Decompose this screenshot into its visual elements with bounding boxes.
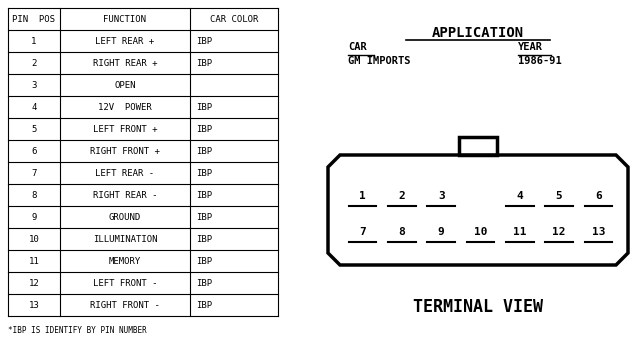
Text: 11: 11 [29, 257, 40, 266]
Text: 5: 5 [556, 191, 563, 201]
Text: 3: 3 [31, 80, 36, 90]
Text: 9: 9 [438, 227, 445, 237]
Text: GM IMPORTS: GM IMPORTS [348, 56, 410, 66]
Text: IBP: IBP [196, 301, 212, 309]
Text: 12V  POWER: 12V POWER [98, 103, 152, 112]
Text: LEFT REAR -: LEFT REAR - [95, 168, 155, 177]
Text: FUNCTION: FUNCTION [104, 14, 147, 23]
Text: 1: 1 [359, 191, 366, 201]
Text: 1: 1 [31, 36, 36, 46]
Text: 7: 7 [359, 227, 366, 237]
Text: ILLUMINATION: ILLUMINATION [93, 234, 157, 244]
Text: CAR COLOR: CAR COLOR [210, 14, 258, 23]
Text: IBP: IBP [196, 125, 212, 133]
Text: TERMINAL VIEW: TERMINAL VIEW [413, 298, 543, 316]
Text: 4: 4 [516, 191, 523, 201]
Text: *IBP IS IDENTIFY BY PIN NUMBER: *IBP IS IDENTIFY BY PIN NUMBER [8, 326, 147, 335]
Text: LEFT FRONT -: LEFT FRONT - [93, 279, 157, 287]
Text: 6: 6 [31, 147, 36, 155]
Text: 13: 13 [29, 301, 40, 309]
Text: CAR: CAR [348, 42, 367, 52]
Text: IBP: IBP [196, 168, 212, 177]
Text: 8: 8 [31, 190, 36, 199]
Text: 4: 4 [31, 103, 36, 112]
Text: 10: 10 [474, 227, 487, 237]
Text: IBP: IBP [196, 58, 212, 68]
Text: 12: 12 [29, 279, 40, 287]
Text: LEFT FRONT +: LEFT FRONT + [93, 125, 157, 133]
Text: 13: 13 [591, 227, 605, 237]
Text: 3: 3 [438, 191, 445, 201]
Text: RIGHT REAR +: RIGHT REAR + [93, 58, 157, 68]
Text: LEFT REAR +: LEFT REAR + [95, 36, 155, 46]
Text: RIGHT REAR -: RIGHT REAR - [93, 190, 157, 199]
Text: RIGHT FRONT -: RIGHT FRONT - [90, 301, 160, 309]
Text: APPLICATION: APPLICATION [432, 26, 524, 40]
Text: 2: 2 [399, 191, 405, 201]
Text: GROUND: GROUND [109, 212, 141, 222]
Text: IBP: IBP [196, 234, 212, 244]
Text: 7: 7 [31, 168, 36, 177]
Text: 8: 8 [399, 227, 405, 237]
Text: IBP: IBP [196, 212, 212, 222]
Text: IBP: IBP [196, 279, 212, 287]
Text: IBP: IBP [196, 36, 212, 46]
Text: 12: 12 [552, 227, 566, 237]
Text: PIN  POS: PIN POS [13, 14, 56, 23]
Text: IBP: IBP [196, 257, 212, 266]
Bar [459, 137, 497, 155]
Text: 1986-91: 1986-91 [518, 56, 562, 66]
Text: YEAR: YEAR [518, 42, 543, 52]
Text: IBP: IBP [196, 103, 212, 112]
Text: 10: 10 [29, 234, 40, 244]
Text: 5: 5 [31, 125, 36, 133]
Text: IBP: IBP [196, 190, 212, 199]
Text: IBP: IBP [196, 147, 212, 155]
Text: 9: 9 [31, 212, 36, 222]
Text: MEMORY: MEMORY [109, 257, 141, 266]
Text: 6: 6 [595, 191, 602, 201]
Text: 2: 2 [31, 58, 36, 68]
Text: 11: 11 [513, 227, 527, 237]
Text: RIGHT FRONT +: RIGHT FRONT + [90, 147, 160, 155]
Text: OPEN: OPEN [115, 80, 136, 90]
